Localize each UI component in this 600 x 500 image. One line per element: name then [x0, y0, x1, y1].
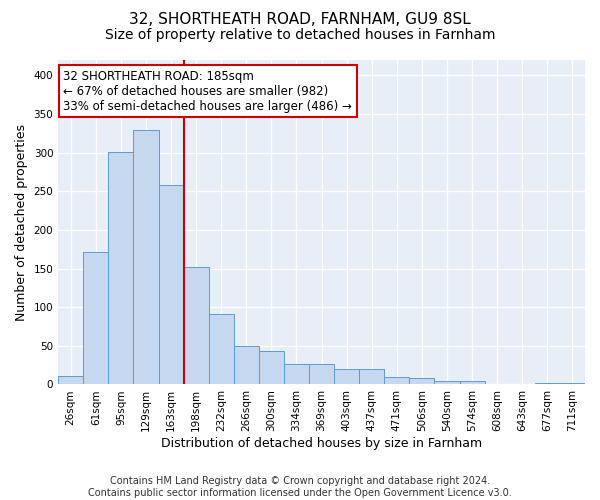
Bar — [434, 380, 460, 384]
Text: Contains HM Land Registry data © Crown copyright and database right 2024.
Contai: Contains HM Land Registry data © Crown c… — [88, 476, 512, 498]
Text: 32, SHORTHEATH ROAD, FARNHAM, GU9 8SL: 32, SHORTHEATH ROAD, FARNHAM, GU9 8SL — [129, 12, 471, 28]
Bar — [234, 346, 259, 385]
Bar — [535, 383, 560, 384]
Bar — [409, 378, 434, 384]
Bar — [359, 369, 385, 384]
Bar — [284, 364, 309, 384]
Bar — [334, 369, 359, 384]
Bar — [460, 382, 485, 384]
Bar — [58, 376, 83, 384]
Y-axis label: Number of detached properties: Number of detached properties — [15, 124, 28, 320]
Text: Size of property relative to detached houses in Farnham: Size of property relative to detached ho… — [105, 28, 495, 42]
Bar — [83, 252, 109, 384]
Bar — [109, 152, 133, 384]
Bar — [560, 383, 585, 384]
Bar — [133, 130, 158, 384]
Bar — [385, 376, 409, 384]
Bar — [259, 351, 284, 384]
Bar — [158, 185, 184, 384]
Bar — [209, 314, 234, 384]
Text: 32 SHORTHEATH ROAD: 185sqm
← 67% of detached houses are smaller (982)
33% of sem: 32 SHORTHEATH ROAD: 185sqm ← 67% of deta… — [64, 70, 352, 112]
Bar — [309, 364, 334, 384]
Bar — [184, 267, 209, 384]
X-axis label: Distribution of detached houses by size in Farnham: Distribution of detached houses by size … — [161, 437, 482, 450]
